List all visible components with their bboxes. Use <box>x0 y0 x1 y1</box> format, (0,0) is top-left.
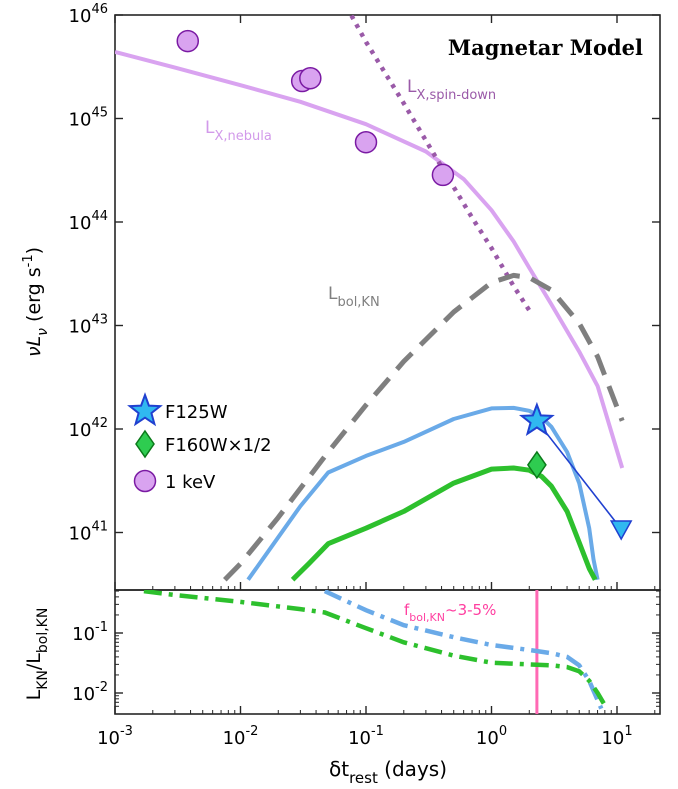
marker-circle-3 <box>354 130 378 154</box>
series-f160w-model <box>290 465 598 582</box>
x-tick-label-3: 100 <box>476 724 507 749</box>
data-markers <box>176 29 633 541</box>
label-lx-spindown: LX,spin-down <box>407 77 496 103</box>
marker-circle-4 <box>431 163 455 187</box>
top-panel-frame <box>114 14 661 591</box>
legend-marker-circle <box>133 469 157 493</box>
x-tick-label-0: 10-3 <box>97 724 133 749</box>
x-tick-label-2: 10-1 <box>348 724 384 749</box>
x-axis-label: δtrest (days) <box>329 757 447 787</box>
marker-circle-2 <box>299 66 322 90</box>
y-tick-label-top-1: 1042 <box>69 416 108 441</box>
y-tick-label-top-0: 1041 <box>69 520 108 545</box>
y-tick-label-top-2: 1043 <box>69 313 108 338</box>
series-x-nebula <box>115 49 625 469</box>
axis-ticks: 10-3 10-2 10-1 100 101 1041 1042 1043 1044 1045 10… <box>69 2 660 749</box>
marker-circle-0 <box>176 29 200 53</box>
ratio-series-0 <box>323 590 604 710</box>
bottom-panel-content <box>143 590 609 714</box>
series-x-spin-down <box>348 15 532 312</box>
y-tick-label-top-3: 1044 <box>69 209 108 234</box>
y-tick-label-top-4: 1045 <box>69 106 108 131</box>
chart-title: Magnetar Model <box>448 35 643 60</box>
legend-label-f125w: F125W <box>165 402 228 423</box>
fbol-annotation: fbol,KN~3-5% <box>404 601 496 624</box>
y-axis-label-bottom: LKN/Lbol,KN <box>23 608 51 701</box>
legend: F125W F160W×1/2 1 keV <box>127 392 272 493</box>
series-bol-kn <box>223 272 625 582</box>
marker-star-0 <box>518 401 555 437</box>
x-tick-label-1: 10-2 <box>223 724 259 749</box>
bottom-panel-frame <box>114 589 661 715</box>
legend-label-1kev: 1 keV <box>165 472 216 493</box>
y-tick-label-bottom-1: 10-1 <box>72 620 108 645</box>
legend-markers <box>127 392 163 493</box>
y-tick-label-bottom-0: 10-2 <box>72 680 108 705</box>
label-lbol-kn: Lbol,KN <box>328 284 380 310</box>
ratio-series-1 <box>143 590 609 710</box>
marker-triangle-down-0 <box>609 520 633 541</box>
y-axis-label-top: νLν (erg s-1) <box>21 247 51 357</box>
marker-diamond-0 <box>526 450 547 480</box>
y-tick-label-top-5: 1046 <box>69 2 108 27</box>
legend-label-f160w: F160W×1/2 <box>165 435 272 456</box>
upper-limit-connector <box>536 420 622 530</box>
x-tick-label-4: 101 <box>601 724 632 749</box>
top-panel-content <box>115 15 625 582</box>
label-lx-nebula: LX,nebula <box>205 118 272 144</box>
legend-marker-star <box>127 392 163 427</box>
legend-marker-diamond <box>135 429 155 459</box>
series-f125w-model <box>246 405 600 581</box>
